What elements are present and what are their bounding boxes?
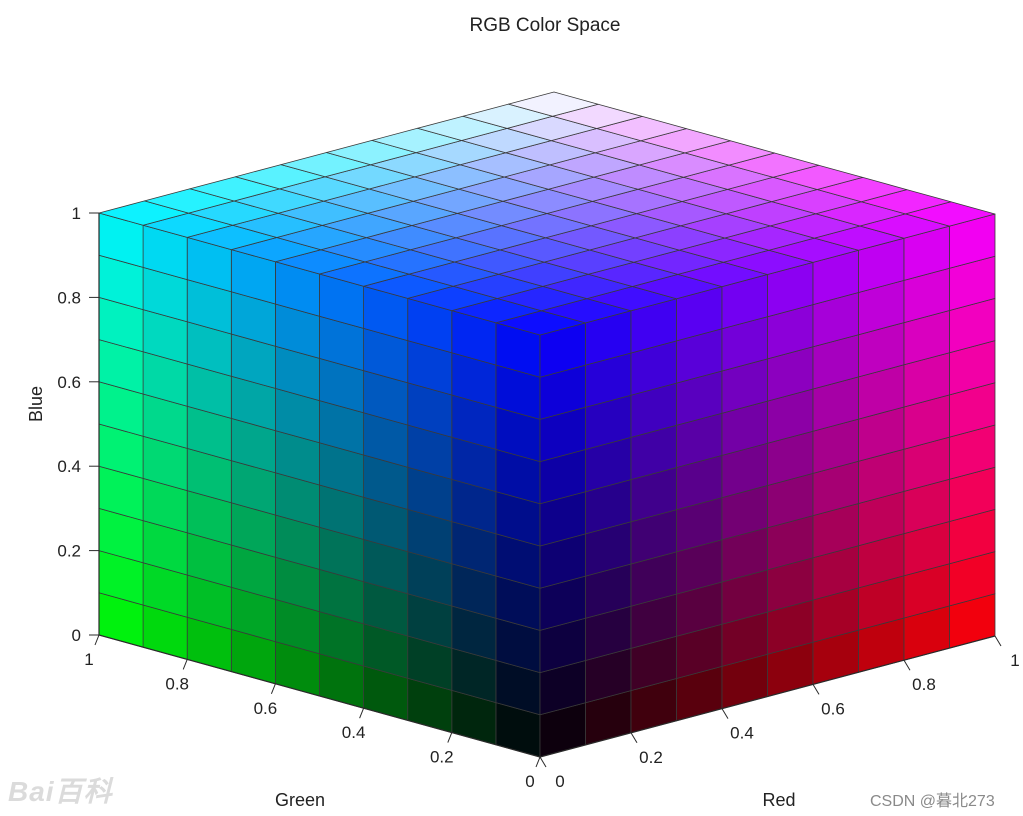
cube-cell — [508, 91, 599, 117]
y-axis-label: Green — [275, 790, 325, 810]
z-tick-label: 1 — [72, 204, 81, 223]
x-tick — [539, 756, 547, 768]
chart-title: RGB Color Space — [469, 15, 620, 36]
cube-faces — [98, 91, 996, 758]
y-tick-label: 0.6 — [254, 699, 278, 718]
watermark-credit: CSDN @暮北273 — [870, 793, 995, 810]
x-tick-label: 1 — [1010, 651, 1019, 670]
z-tick-label: 0.6 — [57, 373, 81, 392]
y-tick — [447, 732, 453, 743]
x-tick — [812, 684, 820, 695]
x-axis-label: Red — [762, 790, 795, 810]
z-tick-label: 0.8 — [57, 288, 81, 307]
z-tick-label: 0 — [72, 626, 81, 645]
y-tick — [359, 708, 365, 719]
z-axis-label: Blue — [26, 386, 46, 422]
x-tick-label: 0.6 — [821, 699, 845, 718]
y-tick-label: 0 — [525, 772, 534, 791]
y-tick-label: 0.2 — [430, 748, 454, 767]
watermark-logo: Bai百科 — [8, 776, 113, 807]
x-tick — [721, 708, 729, 719]
face-left — [98, 212, 541, 758]
x-tick — [903, 659, 911, 671]
y-axis-line — [98, 634, 541, 758]
y-tick — [182, 659, 188, 670]
x-tick-label: 0.4 — [730, 724, 754, 743]
x-tick-label: 0 — [555, 772, 564, 791]
x-tick — [630, 732, 638, 744]
y-tick — [535, 756, 541, 768]
x-axis-line — [539, 635, 996, 758]
y-tick — [270, 683, 276, 694]
face-right — [539, 213, 996, 758]
x-tick — [994, 635, 1002, 647]
y-tick-label: 0.8 — [165, 674, 189, 693]
axes: 0 0 0 0.2 0.2 0.2 0.4 0.4 0.4 0.6 0.6 0.6 0.8 0.8 0.8 1… — [57, 204, 1019, 791]
y-tick — [94, 634, 100, 646]
y-tick-label: 1 — [84, 650, 93, 669]
z-tick-label: 0.2 — [57, 542, 81, 561]
z-tick-label: 0.4 — [57, 457, 81, 476]
y-tick-label: 0.4 — [342, 723, 366, 742]
x-tick-label: 0.2 — [639, 748, 663, 767]
face-top — [98, 91, 996, 336]
x-tick-label: 0.8 — [912, 675, 936, 694]
